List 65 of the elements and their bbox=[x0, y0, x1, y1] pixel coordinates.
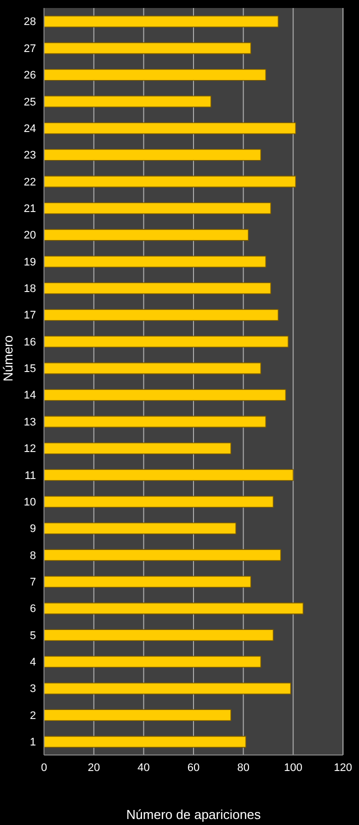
y-tick-label: 19 bbox=[24, 256, 36, 268]
y-tick-label: 26 bbox=[24, 70, 36, 82]
x-tick-label: 100 bbox=[284, 762, 302, 774]
y-tick-label: 16 bbox=[24, 336, 36, 348]
y-tick-label: 3 bbox=[30, 683, 36, 696]
y-tick-label: 10 bbox=[24, 496, 36, 508]
y-tick-label: 20 bbox=[24, 230, 36, 242]
y-tick-label: 15 bbox=[24, 363, 36, 376]
y-axis-title: Número bbox=[0, 335, 16, 382]
y-tick-label: 18 bbox=[24, 283, 36, 296]
bar bbox=[44, 256, 266, 268]
bar bbox=[44, 442, 232, 454]
bar bbox=[44, 682, 292, 694]
bar bbox=[44, 522, 236, 534]
bar bbox=[44, 202, 272, 214]
bar bbox=[44, 389, 286, 401]
bar bbox=[44, 16, 279, 28]
bar bbox=[44, 282, 272, 294]
bar bbox=[44, 122, 296, 134]
x-axis-title: Número de apariciones bbox=[126, 807, 262, 822]
y-tick-label: 6 bbox=[30, 603, 36, 616]
y-tick-label: 4 bbox=[30, 656, 36, 669]
y-tick-label: 2 bbox=[30, 710, 36, 722]
x-tick-label: 80 bbox=[237, 762, 250, 774]
bar bbox=[44, 629, 274, 642]
y-tick-label: 22 bbox=[24, 176, 36, 188]
y-tick-label: 14 bbox=[24, 390, 36, 402]
y-tick-label: 7 bbox=[30, 576, 36, 588]
bar bbox=[44, 96, 212, 108]
bar bbox=[44, 68, 266, 81]
bar bbox=[44, 148, 262, 161]
y-tick-label: 13 bbox=[24, 416, 36, 428]
x-tick-label: 20 bbox=[88, 762, 100, 774]
y-tick-label: 17 bbox=[24, 310, 36, 322]
y-tick-label: 28 bbox=[24, 16, 36, 28]
x-tick-label: 60 bbox=[187, 762, 200, 774]
y-tick-label: 9 bbox=[30, 523, 36, 536]
bar bbox=[44, 42, 252, 54]
bar bbox=[44, 176, 296, 188]
y-tick-label: 27 bbox=[24, 42, 36, 55]
x-tick-label: 0 bbox=[40, 762, 48, 774]
x-tick-label: 40 bbox=[138, 762, 150, 774]
bar bbox=[44, 416, 266, 428]
bar bbox=[44, 336, 289, 348]
bar bbox=[44, 229, 249, 241]
bar bbox=[44, 602, 304, 614]
y-tick-label: 25 bbox=[24, 96, 36, 108]
y-tick-label: 1 bbox=[30, 736, 36, 749]
y-tick-label: 11 bbox=[24, 470, 36, 482]
y-tick-label: 23 bbox=[24, 150, 36, 162]
bar bbox=[44, 709, 232, 722]
bar bbox=[44, 656, 262, 668]
y-tick-label: 8 bbox=[30, 550, 36, 562]
bar bbox=[44, 309, 279, 321]
bar bbox=[44, 496, 274, 508]
y-tick-label: 24 bbox=[24, 122, 36, 135]
y-tick-label: 21 bbox=[24, 202, 36, 215]
bar bbox=[44, 362, 262, 374]
y-tick-label: 12 bbox=[24, 443, 36, 456]
x-tick-label: 120 bbox=[334, 762, 352, 774]
bar bbox=[44, 736, 246, 748]
y-tick-label: 5 bbox=[30, 630, 36, 642]
bar bbox=[44, 469, 294, 481]
bar bbox=[44, 576, 252, 588]
bar bbox=[44, 549, 282, 561]
